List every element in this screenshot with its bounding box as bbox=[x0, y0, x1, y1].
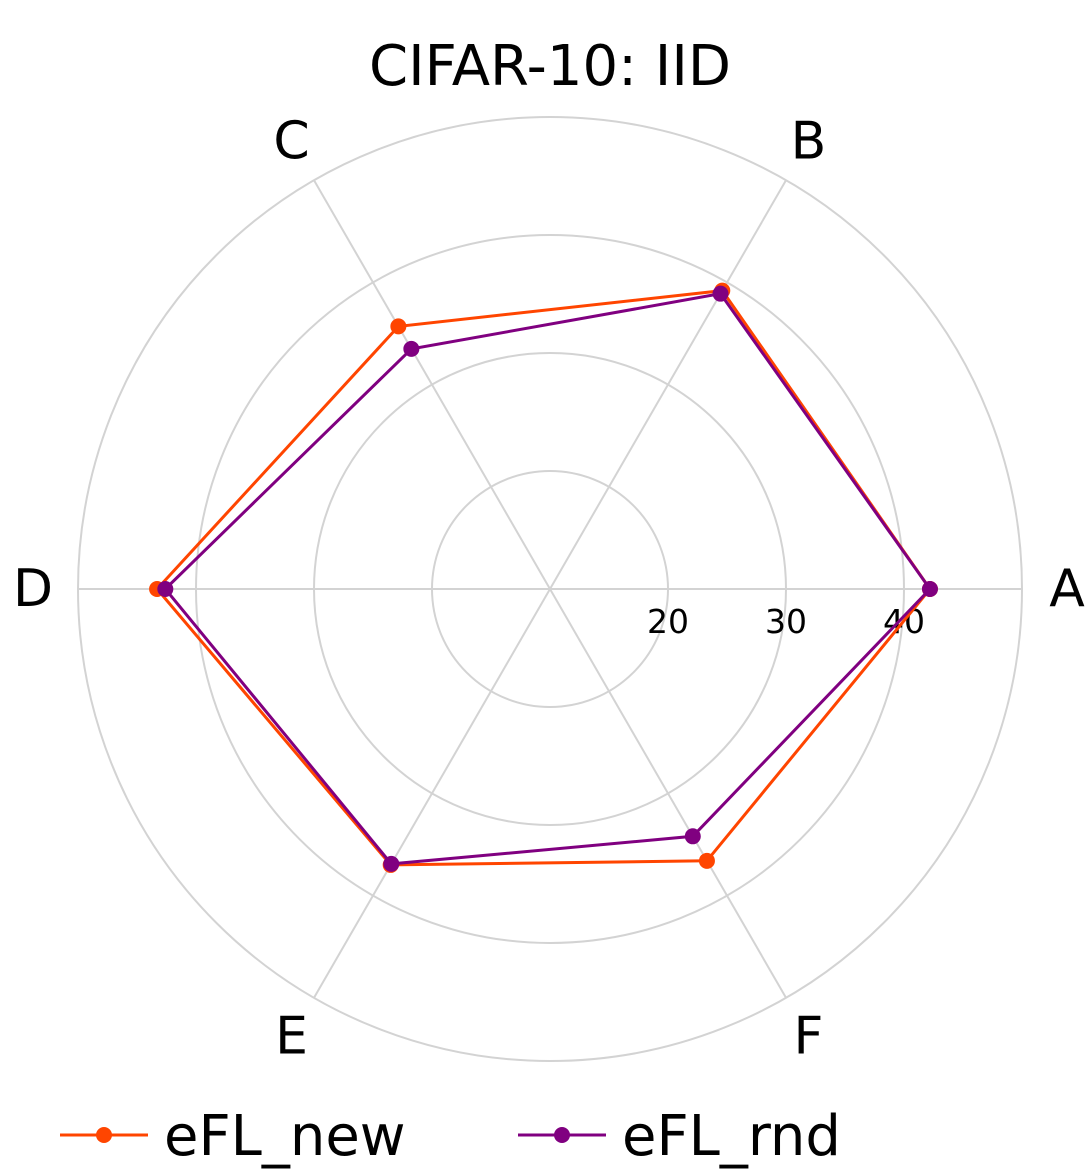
radar-grid bbox=[77, 116, 1023, 1062]
series-layer bbox=[149, 282, 938, 873]
data-point-eFL_new-F bbox=[698, 852, 715, 869]
legend-marker-eFL_new bbox=[96, 1127, 112, 1143]
legend-label-eFL_rnd: eFL_rnd bbox=[622, 1104, 841, 1169]
data-point-eFL_rnd-E bbox=[383, 855, 400, 872]
spoke-E bbox=[313, 588, 551, 999]
legend-label-eFL_new: eFL_new bbox=[164, 1104, 406, 1169]
radial-tick-label: 20 bbox=[647, 602, 689, 641]
category-label-A: A bbox=[1049, 559, 1085, 619]
category-labels: A B C D E F bbox=[13, 111, 1085, 1066]
category-label-F: F bbox=[794, 1007, 824, 1067]
chart-title: CIFAR-10: IID bbox=[369, 34, 731, 99]
data-point-eFL_rnd-F bbox=[684, 828, 701, 845]
spoke-F bbox=[549, 588, 787, 999]
series-line-eFL_rnd bbox=[163, 292, 932, 866]
category-label-C: C bbox=[273, 111, 309, 171]
data-point-eFL_rnd-B bbox=[712, 285, 729, 302]
legend-marker-eFL_rnd bbox=[554, 1127, 570, 1143]
category-label-B: B bbox=[791, 111, 827, 171]
spoke-B bbox=[549, 179, 787, 590]
spoke-C bbox=[313, 179, 551, 590]
data-point-eFL_rnd-A bbox=[921, 581, 938, 597]
radial-tick-labels: 20 30 40 bbox=[647, 602, 925, 641]
legend: eFL_new eFL_rnd bbox=[60, 1104, 841, 1169]
data-point-eFL_rnd-D bbox=[157, 581, 174, 597]
data-point-eFL_new-C bbox=[390, 318, 407, 335]
category-label-D: D bbox=[13, 559, 53, 619]
category-label-E: E bbox=[275, 1007, 308, 1067]
radial-tick-label: 30 bbox=[765, 602, 807, 641]
data-point-eFL_rnd-C bbox=[403, 340, 420, 357]
